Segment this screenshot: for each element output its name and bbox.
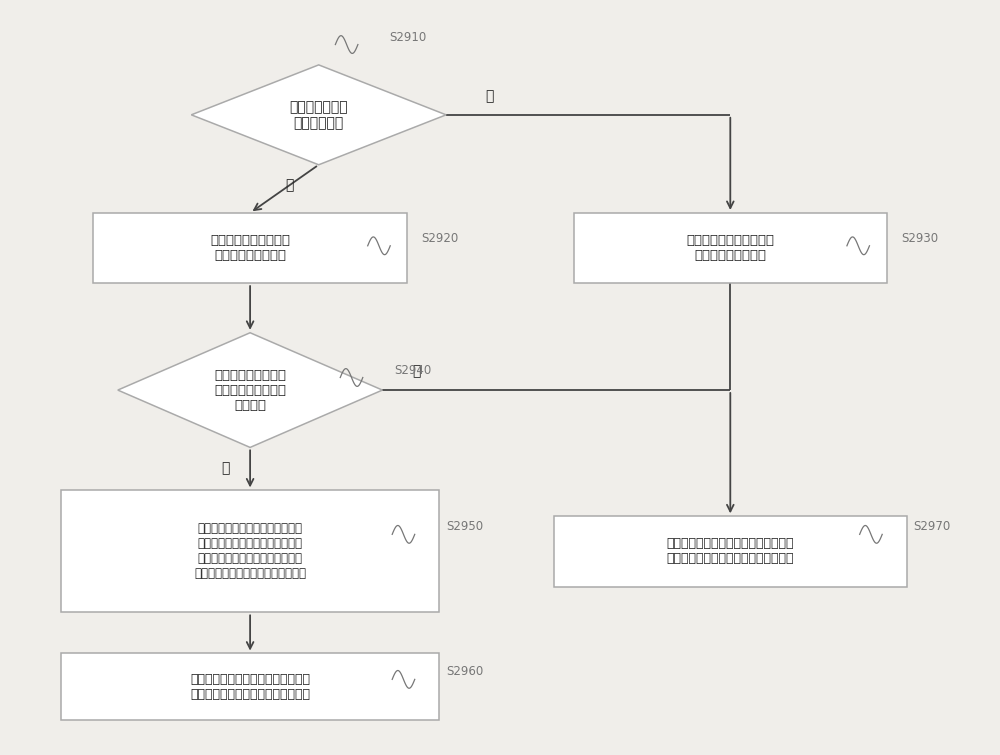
- Text: 不解析与编译单元的二次
变换有关的语法元素: 不解析与编译单元的二次 变换有关的语法元素: [686, 234, 774, 262]
- Text: S2950: S2950: [446, 520, 483, 534]
- Bar: [61, 490, 439, 612]
- Text: S2910: S2910: [389, 31, 427, 44]
- Bar: [93, 213, 407, 283]
- Bar: [574, 213, 887, 283]
- Polygon shape: [118, 333, 382, 448]
- Text: S2970: S2970: [914, 520, 951, 534]
- Text: 解析与编译单元的二次
变换有关的语法元素: 解析与编译单元的二次 变换有关的语法元素: [210, 234, 290, 262]
- Text: S2940: S2940: [394, 364, 431, 377]
- Polygon shape: [191, 65, 446, 165]
- Text: S2920: S2920: [422, 232, 459, 245]
- Bar: [554, 516, 907, 587]
- Bar: [61, 654, 439, 720]
- Text: 否: 否: [412, 364, 420, 378]
- Text: 否: 否: [485, 89, 494, 103]
- Text: 二次变换被应用于被
包括在编译单元中的
变换块？: 二次变换被应用于被 包括在编译单元中的 变换块？: [214, 368, 286, 411]
- Text: 是: 是: [285, 178, 293, 192]
- Text: 通过基于作为构成变换块的一个或
多个子块之一的第一子块的一个或
多个系数执行逆二次变换来获得用
于第一子块的一个或多个逆变换系数: 通过基于作为构成变换块的一个或 多个子块之一的第一子块的一个或 多个系数执行逆二…: [194, 522, 306, 581]
- Text: 满足一个或者多
个预设条件？: 满足一个或者多 个预设条件？: [289, 100, 348, 130]
- Text: 通过基于一个或多个逆变换系数执行
逆初次变换来获得变换块的残差样本: 通过基于一个或多个逆变换系数执行 逆初次变换来获得变换块的残差样本: [190, 673, 310, 701]
- Text: S2960: S2960: [446, 665, 483, 679]
- Text: 通过基于变换块的一个或者多个系数执
行逆初次变换来获得变换块的残差样本: 通过基于变换块的一个或者多个系数执 行逆初次变换来获得变换块的残差样本: [667, 538, 794, 565]
- Text: 是: 是: [221, 461, 230, 475]
- Text: S2930: S2930: [901, 232, 938, 245]
